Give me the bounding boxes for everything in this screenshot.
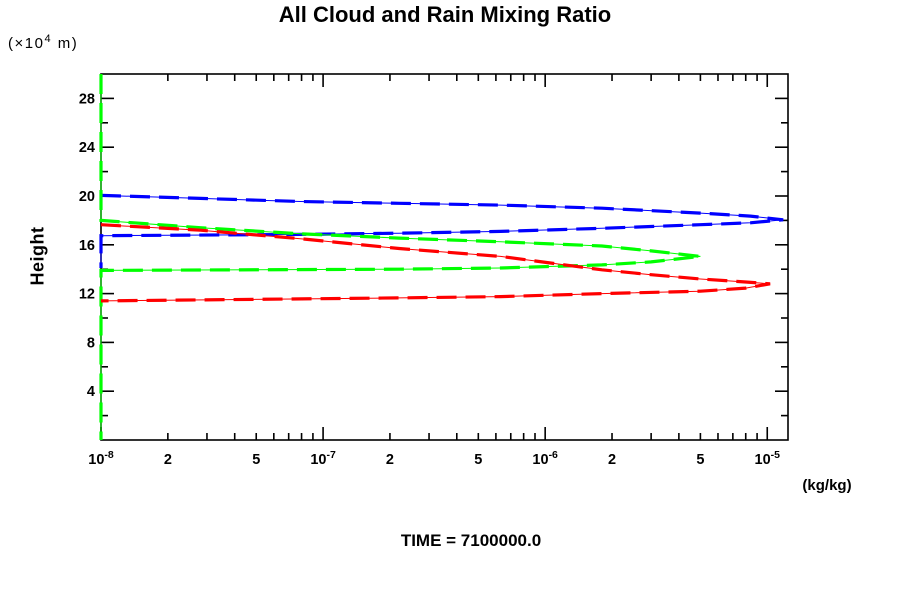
y-unit-suffix: m) [52, 35, 79, 52]
x-tick-label: 10-7 [310, 449, 336, 468]
y-tick-label: 4 [87, 384, 95, 400]
x-tick-label: 5 [252, 452, 260, 468]
x-tick-label: 5 [474, 452, 482, 468]
y-unit-exponent: 4 [44, 33, 53, 45]
x-tick-label: 10-8 [88, 449, 114, 468]
y-axis-labels: 4 8 12 16 20 24 28 [79, 91, 95, 400]
y-tick-label: 28 [79, 91, 95, 107]
x-axis-unit: (kg/kg) [802, 477, 852, 494]
curve-blue-profile [99, 193, 784, 268]
x-tick-label: 5 [696, 452, 704, 468]
y-tick-label: 8 [87, 335, 95, 351]
y-tick-label: 16 [79, 238, 95, 254]
x-tick-label: 2 [608, 452, 616, 468]
x-axis-labels: 10-8 2 5 10-7 2 5 10-6 2 5 10-5 [88, 449, 780, 468]
x-axis-ticks [100, 74, 769, 440]
y-tick-label: 24 [79, 140, 95, 156]
curve-green-profile [99, 74, 701, 440]
y-tick-label: 20 [79, 189, 95, 205]
x-tick-label: 10-5 [755, 449, 781, 468]
x-tick-label: 2 [386, 452, 394, 468]
y-unit-prefix: (×10 [8, 35, 45, 52]
curve-red-profile [100, 223, 771, 303]
chart-title: All Cloud and Rain Mixing Ratio [278, 2, 612, 27]
time-label: TIME = 7100000.0 [400, 531, 542, 550]
x-tick-label: 10-6 [532, 449, 558, 468]
x-tick-label: 2 [164, 452, 172, 468]
y-tick-label: 12 [79, 287, 95, 303]
y-axis-unit: (×104 m) [8, 33, 78, 52]
